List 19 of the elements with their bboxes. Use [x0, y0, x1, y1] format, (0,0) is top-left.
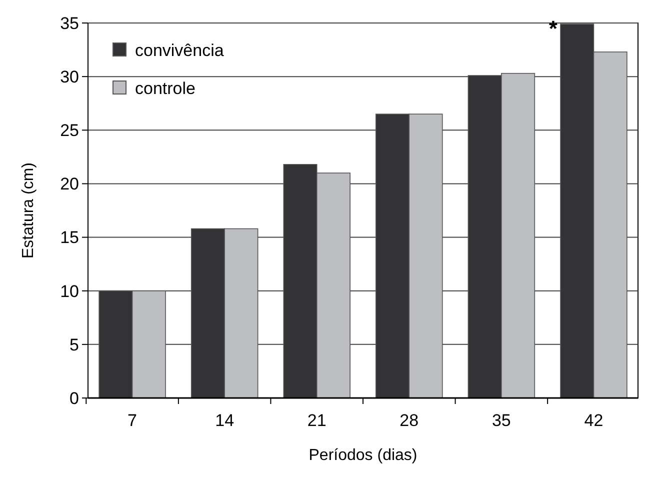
legend-label: controle — [135, 78, 196, 98]
y-tick-label: 10 — [60, 282, 79, 301]
x-tick-label: 28 — [400, 411, 419, 430]
x-tick-label: 14 — [215, 411, 234, 430]
x-tick-label: 21 — [307, 411, 326, 430]
x-tick-label: 35 — [492, 411, 511, 430]
y-tick-label: 20 — [60, 174, 79, 194]
y-tick-label: 25 — [60, 121, 79, 140]
annotation: * — [548, 16, 558, 42]
y-tick-label: 15 — [60, 228, 79, 248]
x-tick-label: 7 — [128, 411, 138, 430]
y-tick-label: 30 — [60, 68, 79, 87]
y-tick-label: 0 — [70, 388, 79, 408]
x-tick-label: 42 — [584, 411, 604, 430]
x-axis-title: Períodos (dias) — [308, 447, 418, 464]
y-axis-title: Estatura (cm) — [20, 162, 37, 259]
y-tick-label: 5 — [70, 335, 79, 354]
legend-label: convivência — [135, 40, 224, 60]
y-tick-label: 35 — [60, 14, 79, 33]
